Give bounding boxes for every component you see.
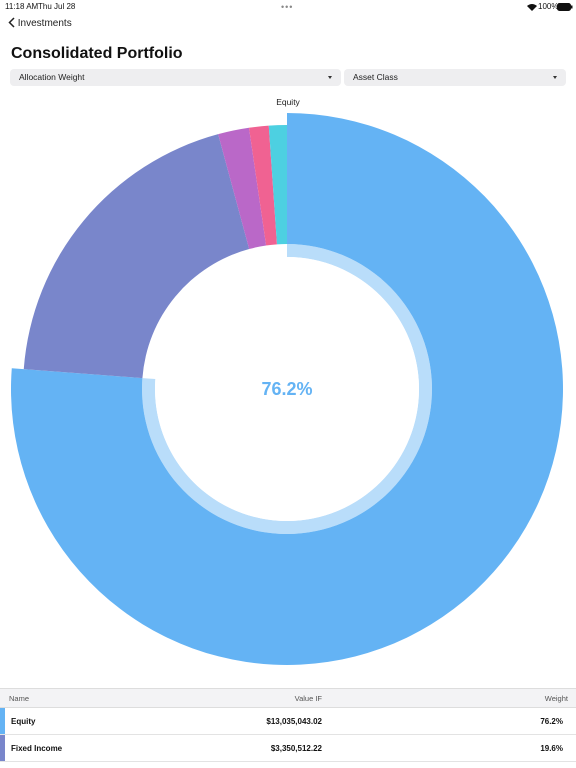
donut-hole: [155, 257, 419, 521]
row-color: [0, 708, 5, 734]
dropdown-label: Allocation Weight: [19, 72, 85, 82]
dropdown[interactable]: Allocation Weight: [10, 69, 341, 86]
status-battery: 100%: [538, 2, 559, 11]
column-header: Weight: [544, 694, 568, 703]
dropdown[interactable]: Asset Class: [344, 69, 566, 86]
selected-label: Equity: [276, 97, 300, 107]
center-label: 76.2%: [261, 379, 312, 399]
row-color: [0, 735, 5, 761]
donut-segment: [248, 125, 277, 246]
dropdown-label: Asset Class: [353, 72, 398, 82]
multitask-dots[interactable]: •••: [281, 2, 294, 12]
back-button[interactable]: Investments: [8, 17, 72, 29]
table-row[interactable]: Equity $13,035,043.02 76.2%: [0, 708, 576, 735]
table-cell: $3,350,512.22: [270, 744, 322, 753]
back-label: Investments: [17, 18, 72, 29]
donut-chart: Equity 76.2%: [10, 97, 563, 666]
table-cell: 76.2%: [540, 717, 563, 726]
status-time: 11:18 AM: [5, 2, 39, 11]
table-cell: $13,035,043.02: [266, 717, 322, 726]
donut-segment: [23, 134, 250, 379]
table-cell: Equity: [11, 717, 36, 726]
column-header: Value IF: [294, 694, 322, 703]
donut-segment: [218, 127, 267, 250]
page-title: Consolidated Portfolio: [11, 45, 183, 62]
table-cell: Fixed Income: [11, 744, 63, 753]
status-date: Thu Jul 28: [38, 2, 76, 11]
back-chevron: [8, 17, 15, 28]
wifi-icon: [527, 4, 537, 11]
donut-segment: [10, 113, 563, 666]
battery-icon: [557, 3, 573, 11]
table-cell: 19.6%: [540, 744, 563, 753]
column-header: Name: [9, 694, 30, 703]
donut-segment: [268, 125, 287, 245]
table-row[interactable]: Fixed Income $3,350,512.22 19.6%: [0, 735, 576, 762]
table-header: Name Value IF Weight: [0, 688, 576, 708]
